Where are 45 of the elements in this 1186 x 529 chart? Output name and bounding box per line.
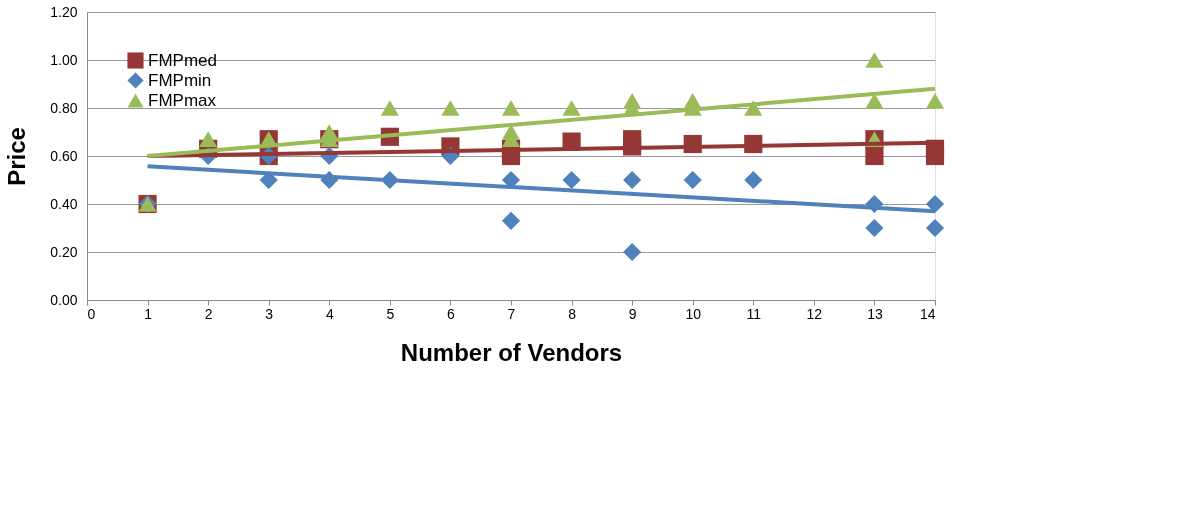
point [199,131,218,148]
x-tick-label: 7 [507,305,516,322]
point [925,218,945,238]
x-tick-label: 11 [746,305,762,322]
x-tick-label: 5 [386,305,395,322]
y-tick-label: 0.40 [50,195,78,212]
legend-label: FMPmed [148,50,217,70]
y-tick-label: 0.20 [50,243,78,260]
x-tick-label: 4 [325,305,334,322]
legend-label: FMPmax [148,90,217,110]
x-tick-label: 14 [919,305,936,322]
point [380,100,399,116]
x-tick-label: 1 [144,305,153,322]
x-tick-label: 6 [447,305,456,322]
point [925,194,945,214]
point [623,170,642,190]
x-tick-label: 9 [628,305,637,322]
y-axis-title: Price [3,127,31,186]
point [562,170,581,190]
x-tick-label: 13 [867,305,883,322]
x-tick-label: 2 [204,305,213,322]
point [501,100,521,116]
y-tick-label: 0.80 [50,99,78,116]
y-tick-label: 0.60 [50,147,78,164]
point [683,170,702,190]
point [925,92,945,109]
y-tick-label: 1.00 [50,51,78,68]
x-tick-label: 8 [568,305,577,322]
point [865,52,884,68]
point [623,242,642,262]
point [441,100,460,116]
point [501,211,521,230]
point [562,100,581,116]
x-tick-label: 3 [265,305,274,322]
y-tick-label: 1.20 [50,3,78,20]
x-tick-label: 0 [87,305,96,322]
point [865,218,884,238]
x-axis-title: Number of Vendors [400,338,623,366]
legend-label: FMPmin [148,70,212,90]
x-tick-label: 12 [806,305,823,322]
point [744,170,763,190]
point [925,146,945,166]
point [865,146,884,166]
y-tick-label: 0.00 [50,291,78,308]
x-tick-label: 10 [685,305,702,322]
